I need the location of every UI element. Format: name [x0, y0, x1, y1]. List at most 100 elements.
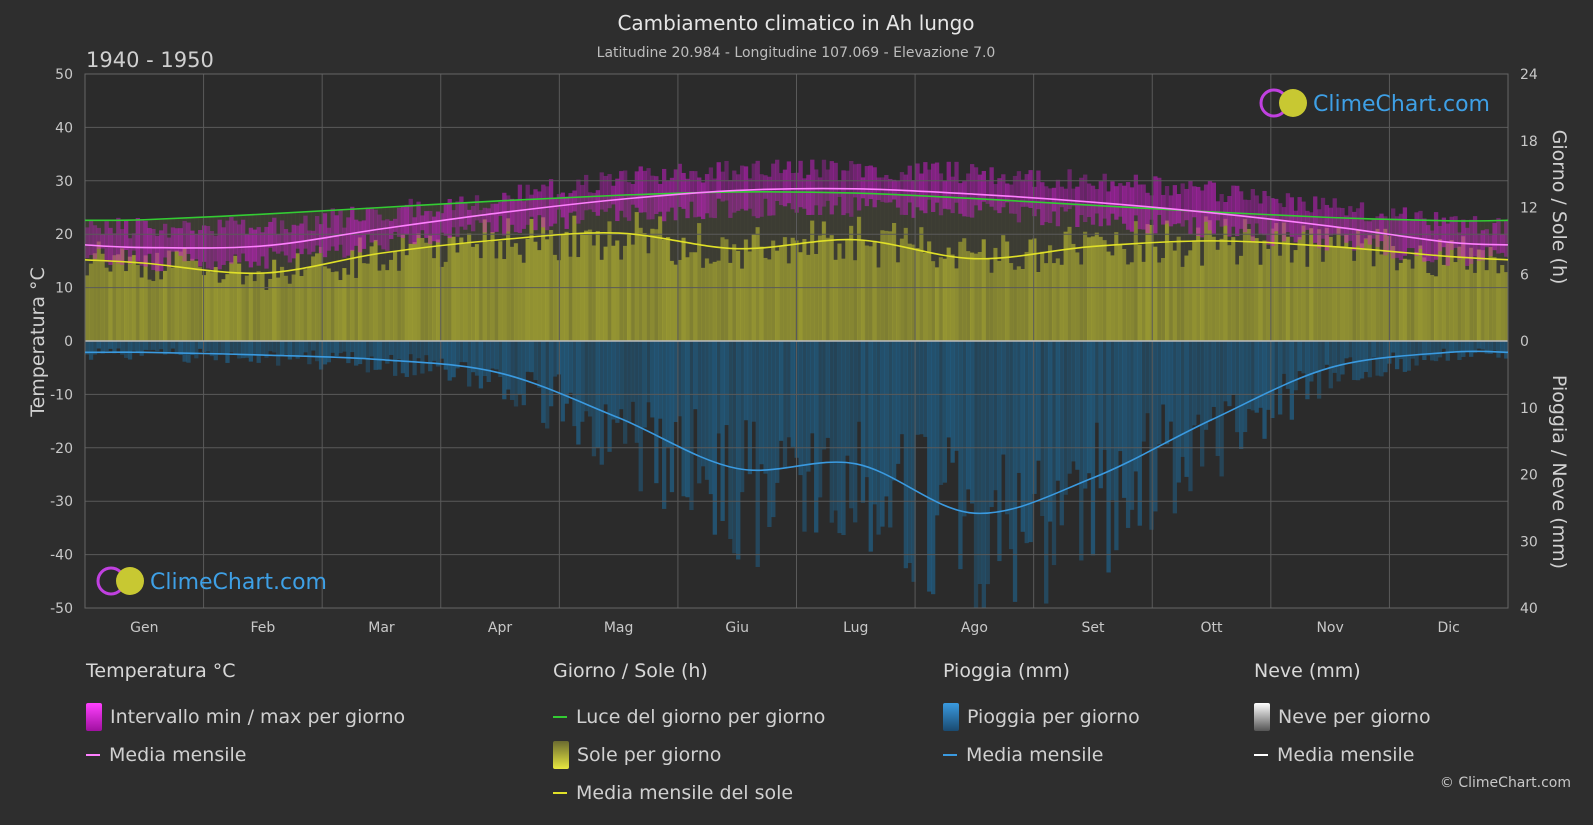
legend-item: Media mensile — [86, 736, 405, 774]
copyright: © ClimeChart.com — [1439, 775, 1571, 791]
rain-day-bar — [517, 341, 523, 395]
daylight-day-bar — [338, 209, 343, 341]
rain-day-bar — [1391, 341, 1396, 353]
sun-day-bar — [1172, 250, 1178, 341]
rain-day-bar — [778, 341, 784, 441]
sun-day-bar — [459, 237, 464, 341]
sun-day-bar — [1125, 264, 1131, 341]
temp-day-bar — [814, 169, 819, 206]
temp-day-bar — [1445, 223, 1450, 266]
rain-day-bar — [704, 341, 710, 480]
left-tick-label: -30 — [50, 494, 73, 510]
temp-day-bar — [1106, 191, 1111, 226]
sun-day-bar — [997, 260, 1002, 341]
temp-day-bar — [408, 198, 413, 244]
legend-title: Pioggia (mm) — [943, 660, 1070, 682]
rain-day-bar — [272, 341, 277, 353]
rain-day-bar — [1250, 341, 1255, 411]
temp-day-bar — [545, 186, 550, 231]
sun-day-bar — [993, 247, 998, 341]
temp-day-bar — [654, 176, 659, 215]
sun-day-bar — [1422, 257, 1427, 341]
rain-day-bar — [205, 341, 211, 352]
sun-day-bar — [962, 238, 967, 341]
sun-day-bar — [1051, 263, 1057, 341]
rain-day-bar — [1266, 341, 1271, 410]
sun-day-bar — [665, 236, 671, 341]
sun-day-bar — [1309, 228, 1314, 341]
rain-day-bar — [545, 341, 550, 429]
sun-day-bar — [1402, 258, 1408, 341]
temp-day-bar — [424, 211, 429, 238]
rain-day-bar — [357, 341, 363, 365]
temp-day-bar — [1024, 174, 1029, 207]
rain-day-bar — [478, 341, 484, 389]
temp-day-bar — [915, 163, 920, 208]
temp-day-bar — [739, 165, 745, 209]
temp-day-bar — [311, 230, 316, 252]
sun-day-bar — [513, 243, 519, 341]
rain-day-bar — [373, 341, 378, 370]
rain-day-bar — [1196, 341, 1201, 415]
sun-day-bar — [1005, 241, 1010, 341]
rain-day-bar — [1036, 341, 1041, 461]
sun-day-bar — [708, 263, 714, 341]
rain-day-bar — [389, 341, 394, 355]
daylight-day-bar — [989, 199, 994, 341]
sun-day-bar — [712, 261, 717, 341]
sun-day-bar — [1250, 236, 1255, 341]
temp-day-bar — [1005, 183, 1010, 203]
x-tick-label: Dic — [1438, 620, 1460, 636]
sun-day-bar — [279, 266, 285, 341]
temp-day-bar — [96, 227, 101, 250]
sun-day-bar — [1328, 236, 1333, 341]
temp-day-bar — [1059, 186, 1064, 208]
rain-day-bar — [775, 341, 780, 483]
rain-day-bar — [931, 341, 936, 595]
rain-day-bar — [1504, 341, 1509, 359]
sun-day-bar — [673, 264, 678, 341]
sun-day-bar — [1098, 236, 1103, 341]
temp-day-bar — [1184, 188, 1189, 221]
rain-day-bar — [513, 341, 519, 407]
sun-day-bar — [685, 257, 690, 341]
sun-day-bar — [295, 253, 300, 341]
right-tick-label: 12 — [1520, 201, 1538, 217]
right-axis-ticks: 24 18 12 6 0 10 20 30 40 — [1520, 67, 1538, 617]
temp-day-bar — [470, 205, 476, 232]
sun-day-bar — [626, 232, 632, 341]
rain-day-bar — [1207, 341, 1213, 422]
rain-day-bar — [1457, 341, 1462, 360]
temp-day-bar — [927, 169, 932, 200]
rain-day-bar — [354, 341, 359, 366]
sun-day-bar — [1500, 265, 1505, 341]
sun-day-bar — [1316, 229, 1322, 341]
sun-day-bar — [1227, 245, 1232, 341]
rain-day-bar — [1313, 341, 1318, 374]
sun-day-bar — [541, 217, 546, 341]
temp-day-bar — [1461, 219, 1466, 258]
sun-day-bar — [1410, 268, 1415, 341]
sun-day-bar — [198, 267, 203, 341]
sun-day-bar — [127, 256, 133, 341]
rain-day-bar — [1133, 341, 1139, 472]
rain-day-bar — [962, 341, 967, 517]
sun-day-bar — [1040, 251, 1045, 341]
temp-day-bar — [1164, 186, 1170, 224]
rain-day-bar — [1246, 341, 1252, 410]
rain-day-bar — [1231, 341, 1236, 395]
sun-day-bar — [1332, 246, 1337, 341]
sun-day-bar — [591, 245, 597, 341]
sun-day-bar — [1176, 236, 1181, 341]
rain-day-bar — [626, 341, 632, 422]
right-tick-label: 18 — [1520, 134, 1538, 150]
sun-day-bar — [966, 251, 971, 341]
sun-mean-swatch-icon — [553, 792, 567, 794]
sun-day-bar — [989, 272, 994, 341]
sun-day-bar — [502, 259, 507, 341]
temp-day-bar — [1266, 196, 1271, 246]
rain-day-bar — [498, 341, 503, 377]
sun-day-bar — [85, 275, 90, 341]
rain-day-bar — [747, 341, 753, 475]
temp-day-bar — [743, 166, 749, 211]
